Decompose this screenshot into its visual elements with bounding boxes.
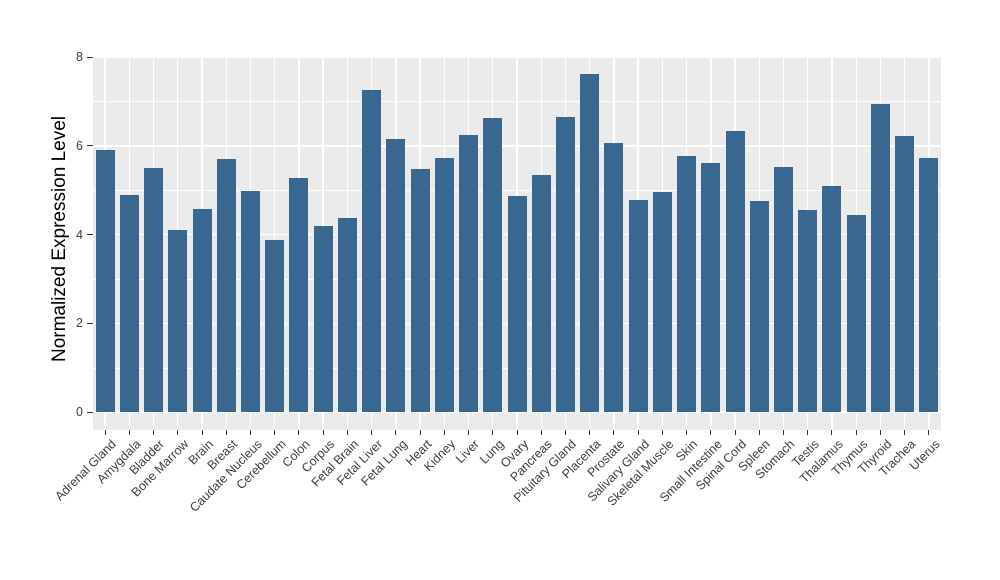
bar-fetal-liver (362, 90, 382, 412)
x-tick-mark (492, 430, 494, 435)
x-tick-mark (201, 430, 203, 435)
bar-thyroid (870, 104, 890, 412)
x-tick-mark (855, 430, 857, 435)
bar-liver (459, 135, 479, 412)
y-tick-label: 8 (76, 50, 83, 64)
x-tick-mark (346, 430, 348, 435)
bar-adrenal-gland (95, 150, 115, 412)
x-tick-mark (153, 430, 155, 435)
x-tick-mark (928, 430, 930, 435)
bar-pituitary-gland (555, 116, 575, 412)
x-tick-mark (516, 430, 518, 435)
x-tick-mark (443, 430, 445, 435)
bar-breast (216, 159, 236, 412)
x-tick-mark (564, 430, 566, 435)
x-tick-mark (686, 430, 688, 435)
bar-small-intestine (701, 163, 721, 412)
y-tick-label: 0 (76, 405, 83, 419)
bar-spleen (749, 201, 769, 412)
x-tick-mark (589, 430, 591, 435)
x-tick-mark (419, 430, 421, 435)
y-tick-mark (87, 234, 93, 235)
y-tick-label: 4 (76, 227, 83, 242)
x-tick-label: Liver (453, 437, 483, 467)
bar-testis (798, 210, 818, 412)
bar-salivary-gland (628, 199, 648, 412)
x-tick-mark (540, 430, 542, 435)
x-tick-mark (807, 430, 809, 435)
bar-placenta (580, 74, 600, 412)
bar-corpus (313, 226, 333, 412)
bar-spinal-cord (725, 131, 745, 412)
x-tick-mark (274, 430, 276, 435)
x-tick-mark (637, 430, 639, 435)
x-tick-mark (783, 430, 784, 435)
bar-amygdala (119, 195, 139, 412)
x-tick-mark (249, 430, 251, 435)
x-tick-mark (904, 430, 906, 435)
bar-prostate (604, 142, 624, 412)
bar-bone-marrow (168, 230, 188, 412)
bar-caudate-nucleus (240, 191, 260, 412)
x-tick-mark (322, 430, 324, 435)
x-tick-mark (371, 430, 373, 435)
bar-pancreas (531, 174, 551, 412)
bar-cerebellum (265, 240, 285, 412)
bar-thymus (846, 214, 866, 412)
x-tick-mark (758, 430, 760, 435)
bar-thalamus (822, 185, 842, 412)
y-tick-label: 6 (76, 138, 83, 153)
x-tick-mark (831, 430, 833, 435)
bar-uterus (919, 157, 939, 412)
x-tick-mark (395, 430, 397, 435)
bar-ovary (507, 195, 527, 412)
y-tick-mark (87, 56, 93, 58)
x-tick-mark (468, 430, 470, 435)
bar-lung (483, 118, 503, 412)
x-tick-mark (104, 430, 106, 435)
x-tick-mark (710, 430, 712, 435)
bar-skin (677, 155, 697, 412)
bar-stomach (774, 166, 793, 412)
x-tick-mark (225, 430, 227, 435)
bar-fetal-brain (337, 218, 357, 412)
x-tick-mark (177, 430, 179, 435)
bar-fetal-lung (386, 139, 406, 412)
x-tick-mark (298, 430, 300, 435)
x-tick-mark (734, 430, 736, 435)
y-tick-label: 2 (76, 316, 83, 331)
y-tick-mark (87, 145, 93, 147)
bar-heart (410, 169, 430, 412)
bar-brain (192, 209, 212, 412)
bar-colon (289, 177, 309, 412)
bar-bladder (144, 167, 164, 412)
bar-trachea (895, 136, 915, 412)
bar-kidney (434, 158, 454, 412)
y-tick-mark (87, 322, 93, 324)
bar-skeletal-muscle (652, 192, 672, 412)
x-tick-mark (613, 430, 615, 435)
x-tick-mark (879, 430, 881, 435)
y-tick-mark (87, 411, 93, 413)
plot-panel (93, 56, 941, 430)
x-tick-mark (661, 430, 663, 435)
x-tick-mark (128, 430, 130, 435)
